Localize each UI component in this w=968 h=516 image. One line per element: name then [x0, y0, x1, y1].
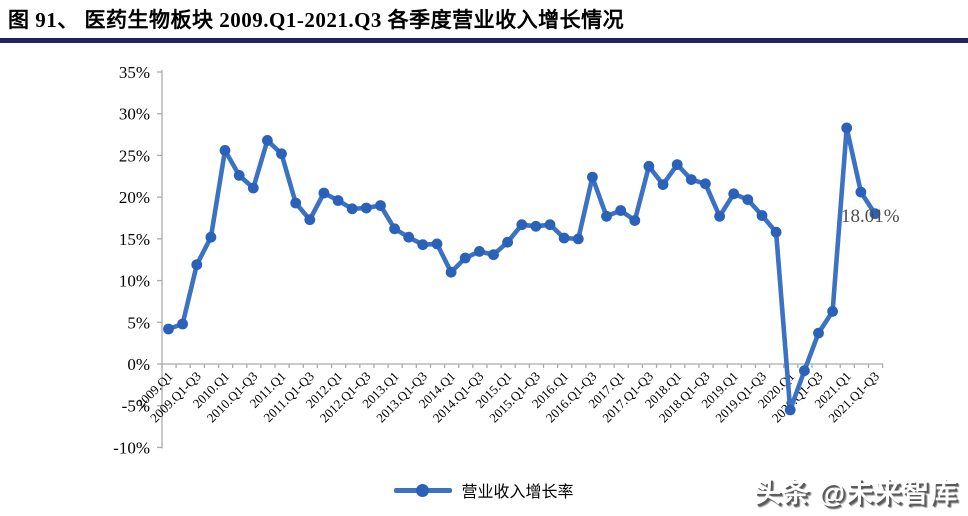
title-divider-rule — [0, 38, 968, 43]
svg-text:5%: 5% — [127, 313, 150, 332]
figure-header: 图 91、 医药生物板块 2009.Q1-2021.Q3 各季度营业收入增长情况 — [8, 4, 960, 34]
svg-text:10%: 10% — [119, 272, 150, 291]
y-axis-tick-labels: 35% 30% 25% 20% 15% 10% 5% 0% -5% -10% — [113, 63, 150, 457]
svg-text:20%: 20% — [119, 188, 150, 207]
series-markers — [163, 122, 881, 416]
svg-text:25%: 25% — [119, 146, 150, 165]
svg-text:30%: 30% — [119, 105, 150, 124]
svg-text:0%: 0% — [127, 355, 150, 374]
svg-text:35%: 35% — [119, 63, 150, 82]
svg-text:15%: 15% — [119, 230, 150, 249]
x-axis-tick-labels: 2009.Q12009.Q1-Q32010.Q12010.Q1-Q32011.Q… — [133, 369, 882, 426]
axes — [157, 69, 884, 449]
figure-title: 图 91、 医药生物板块 2009.Q1-2021.Q3 各季度营业收入增长情况 — [8, 8, 625, 32]
svg-text:-5%: -5% — [122, 397, 150, 416]
svg-text:-10%: -10% — [113, 438, 150, 457]
watermark-text: 头条 @未来智库 — [754, 478, 958, 508]
last-point-value-label: 18.01% — [841, 206, 900, 227]
